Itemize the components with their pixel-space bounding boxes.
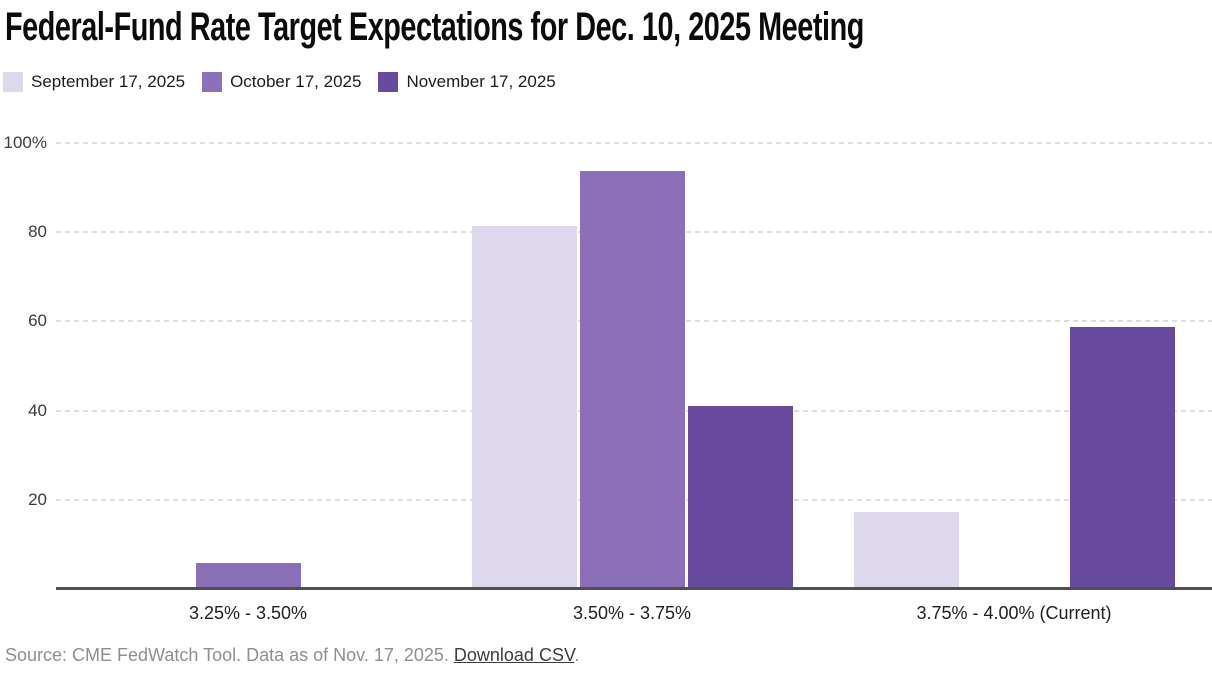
- x-axis-line: [56, 587, 1212, 590]
- legend-item-october: October 17, 2025: [202, 72, 361, 92]
- legend: September 17, 2025 October 17, 2025 Nove…: [3, 72, 556, 92]
- bar-series2-group1: [688, 406, 793, 588]
- bar-series0-group1: [472, 226, 577, 588]
- legend-label-october: October 17, 2025: [230, 72, 362, 91]
- bar-series2-group2: [1070, 327, 1175, 588]
- bar-series1-group0: [196, 563, 301, 588]
- legend-swatch-november: [378, 72, 399, 92]
- bar-series0-group2: [854, 512, 959, 588]
- bar-series1-group1: [580, 171, 685, 588]
- legend-item-november: November 17, 2025: [378, 72, 556, 92]
- source-text: Source: CME FedWatch Tool. Data as of No…: [5, 645, 454, 665]
- y-axis-tick-label: 20: [28, 490, 47, 509]
- x-axis-category-label: 3.75% - 4.00% (Current): [916, 603, 1112, 623]
- y-axis-tick-label: 40: [28, 401, 47, 420]
- chart-title: Federal-Fund Rate Target Expectations fo…: [5, 5, 864, 49]
- x-axis-category-label: 3.50% - 3.75%: [572, 603, 692, 623]
- legend-swatch-september: [3, 72, 23, 92]
- y-axis-tick-label: 80: [28, 222, 47, 241]
- y-axis-tick-label: 60: [28, 311, 47, 330]
- gridline-100: [56, 142, 1212, 144]
- legend-label-september: September 17, 2025: [31, 72, 186, 91]
- download-csv-link[interactable]: Download CSV: [453, 645, 575, 665]
- x-axis-category-label: 3.25% - 3.50%: [188, 603, 308, 623]
- source-text-suffix: .: [574, 645, 580, 665]
- y-axis-tick-label: 100%: [3, 133, 47, 152]
- legend-swatch-october: [202, 72, 223, 92]
- legend-item-september: September 17, 2025: [3, 72, 185, 92]
- legend-label-november: November 17, 2025: [406, 72, 556, 91]
- source-line: Source: CME FedWatch Tool. Data as of No…: [5, 645, 579, 666]
